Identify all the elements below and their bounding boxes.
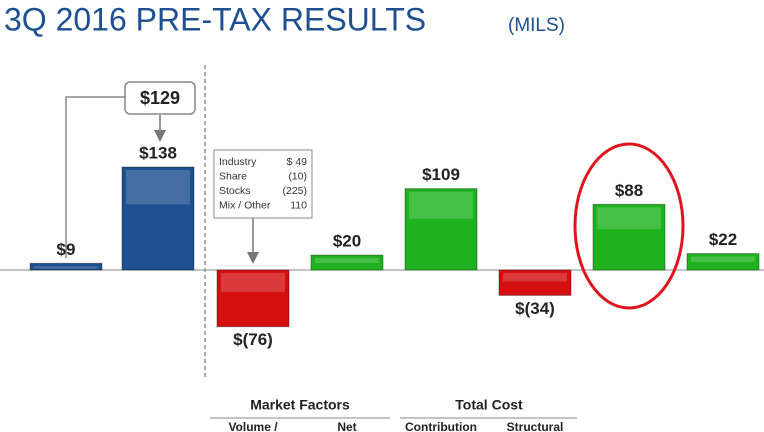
category-label: Structural <box>507 420 564 432</box>
breakdown-value: (225) <box>282 185 307 197</box>
bar <box>310 254 384 271</box>
callout-label: $129 <box>140 88 180 108</box>
callout-connector <box>65 96 125 258</box>
chart-subtitle: (MILS) <box>508 15 565 36</box>
bar-shine <box>221 273 285 292</box>
breakdown-value: (10) <box>288 170 307 182</box>
category-label: Contribution <box>405 420 477 432</box>
bar-shine <box>315 258 379 264</box>
value-label: $22 <box>709 230 737 249</box>
group-label: Market Factors <box>250 397 350 413</box>
bar <box>404 188 478 271</box>
bar-shine <box>126 170 190 205</box>
value-label: $(34) <box>515 299 555 318</box>
category-label: Net <box>337 420 356 432</box>
bar-shine <box>409 191 473 219</box>
highlight-ellipse <box>573 142 685 310</box>
breakdown-name: Mix / Other <box>219 199 271 211</box>
bar-shine <box>597 207 661 230</box>
bar <box>216 269 290 328</box>
breakdown-value: 110 <box>290 199 307 211</box>
chart-title: 3Q 2016 PRE-TAX RESULTS <box>4 1 426 37</box>
breakdown-name: Share <box>219 170 247 182</box>
breakdown-value: $ 49 <box>287 156 308 168</box>
value-label: $109 <box>422 165 460 184</box>
bar <box>592 203 666 271</box>
value-label: $(76) <box>233 330 273 349</box>
callout-box <box>124 81 196 115</box>
bar-shine <box>34 266 98 269</box>
value-label: $9 <box>57 240 76 259</box>
value-label: $88 <box>615 181 643 200</box>
breakdown-name: Industry <box>219 156 257 168</box>
bar <box>498 269 572 296</box>
bar-shine <box>691 256 755 263</box>
breakdown-box <box>213 149 313 219</box>
breakdown-name: Stocks <box>219 185 251 197</box>
bar <box>121 166 195 271</box>
bar <box>29 262 103 271</box>
bar-shine <box>503 273 567 282</box>
bar <box>686 253 760 271</box>
value-label: $20 <box>333 232 361 251</box>
group-label: Total Cost <box>455 397 523 413</box>
category-label: Volume / <box>228 420 278 432</box>
value-label: $138 <box>139 143 177 162</box>
